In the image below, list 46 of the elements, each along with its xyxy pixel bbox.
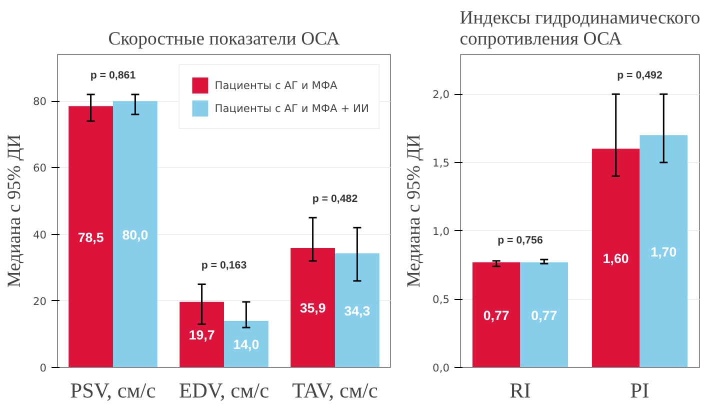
x-tick-label: PSV, см/с xyxy=(70,378,156,402)
chart-title: Индексы гидродинамического сопротивления ОСА xyxy=(460,8,700,50)
bar xyxy=(68,106,113,368)
y-tick-label: 1,5 xyxy=(432,156,450,170)
y-tick-label: 20 xyxy=(32,294,47,308)
bar xyxy=(472,262,520,368)
bar xyxy=(290,248,335,368)
data-label: 1,70 xyxy=(650,244,677,260)
bar xyxy=(180,302,224,368)
data-label: 0,77 xyxy=(531,308,558,323)
annotation: p = 0,163 xyxy=(201,259,247,272)
y-tick-label: 0,0 xyxy=(432,362,450,374)
y-axis-title: Медиана с 95% ДИ xyxy=(404,134,425,288)
y-axis-title: Медиана с 95% ДИ xyxy=(4,134,25,288)
y-tick-label: 40 xyxy=(32,228,47,242)
y-tick-label: 2,0 xyxy=(432,88,450,102)
annotation: p = 0,482 xyxy=(312,192,358,205)
y-tick-label: 80 xyxy=(32,95,47,108)
y-tick-label: 0,5 xyxy=(432,293,450,306)
annotation: p = 0,861 xyxy=(90,70,136,82)
bar xyxy=(113,101,158,368)
y-tick-label: 0 xyxy=(40,362,47,374)
bar xyxy=(592,148,640,368)
bar xyxy=(335,253,380,368)
data-label: 78,5 xyxy=(78,230,104,245)
bar xyxy=(224,320,268,368)
x-tick-label: TAV, см/с xyxy=(292,378,378,402)
data-label: 1,60 xyxy=(602,251,629,266)
data-label: 35,9 xyxy=(300,300,326,316)
annotation: p = 0,492 xyxy=(617,69,662,82)
data-label: 80,0 xyxy=(122,227,148,242)
data-label: 14,0 xyxy=(233,337,260,352)
annotation: p = 0,756 xyxy=(498,234,543,247)
y-tick-label: 60 xyxy=(32,162,47,175)
data-label: 0,77 xyxy=(483,308,510,323)
data-label: 34,3 xyxy=(344,303,370,318)
legend-label: Пациенты с АГ и МФА xyxy=(214,78,338,92)
x-tick-label: PI xyxy=(630,378,650,402)
chart-title: Скоростные показатели ОСА xyxy=(108,28,340,50)
x-tick-label: EDV, см/с xyxy=(178,378,270,402)
x-tick-label: RI xyxy=(510,378,531,402)
legend-label: Пациенты с АГ и МФА + ИИ xyxy=(214,102,369,114)
bar xyxy=(520,262,568,368)
data-label: 19,7 xyxy=(188,328,215,343)
y-tick-label: 1,0 xyxy=(432,224,450,238)
bar xyxy=(640,135,688,368)
